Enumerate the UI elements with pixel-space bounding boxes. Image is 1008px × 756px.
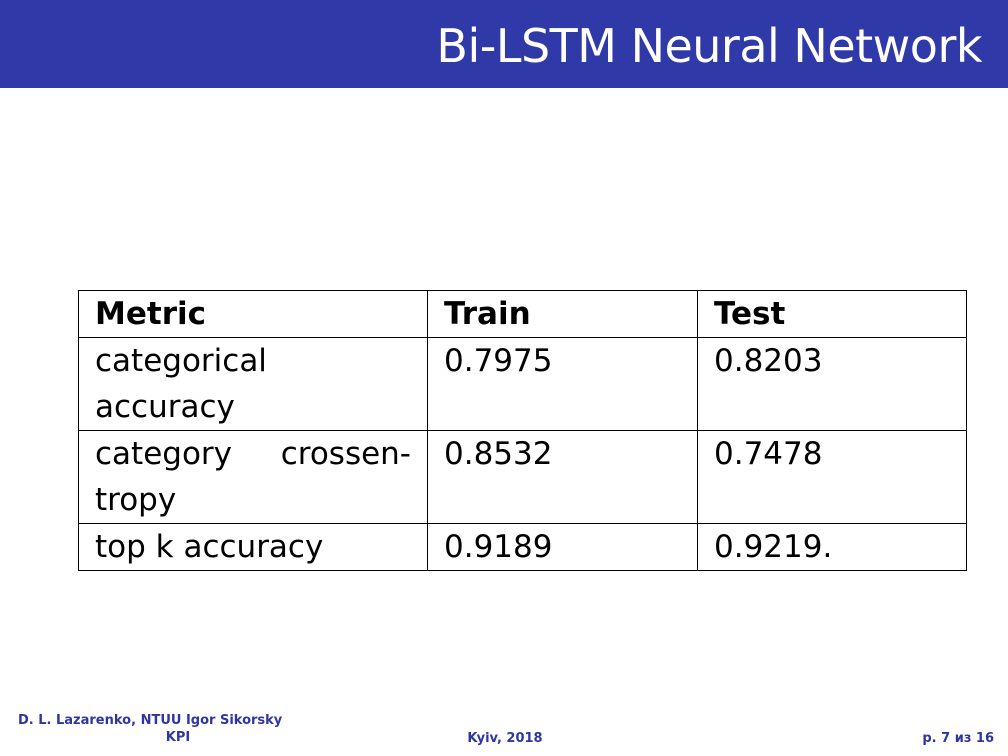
table-row: top k accuracy 0.9189 0.9219. [78,523,967,571]
test-cell: 0.7478 [697,430,967,524]
test-cell: 0.9219. [697,523,967,571]
train-cell: 0.9189 [427,523,698,571]
header-metric: Metric [78,290,428,338]
metric-cell: categorical accuracy [78,337,428,431]
footer-author-line1: D. L. Lazarenko, NTUU Igor Sikorsky [18,713,283,728]
footer-place-date: Kyiv, 2018 [467,731,543,746]
metrics-table: Metric Train Test categorical accuracy 0… [78,290,967,571]
table-header-row: Metric Train Test [78,290,967,338]
footer: D. L. Lazarenko, NTUU Igor Sikorsky KPI … [0,712,1008,756]
table-row: categorical accuracy 0.7975 0.8203 [78,337,967,431]
metric-cell: category crossen- tropy [78,430,428,524]
header-train: Train [427,290,698,338]
header-test: Test [697,290,967,338]
metric-cell: top k accuracy [78,523,428,571]
slide-title: Bi-LSTM Neural Network [436,19,982,73]
footer-page-number: p. 7 из 16 [922,731,994,746]
footer-author-line2: KPI [165,730,191,745]
footer-author: D. L. Lazarenko, NTUU Igor Sikorsky KPI [18,712,338,746]
test-cell: 0.8203 [697,337,967,431]
table-row: category crossen- tropy 0.8532 0.7478 [78,430,967,524]
title-bar: Bi-LSTM Neural Network [0,0,1008,88]
train-cell: 0.7975 [427,337,698,431]
train-cell: 0.8532 [427,430,698,524]
